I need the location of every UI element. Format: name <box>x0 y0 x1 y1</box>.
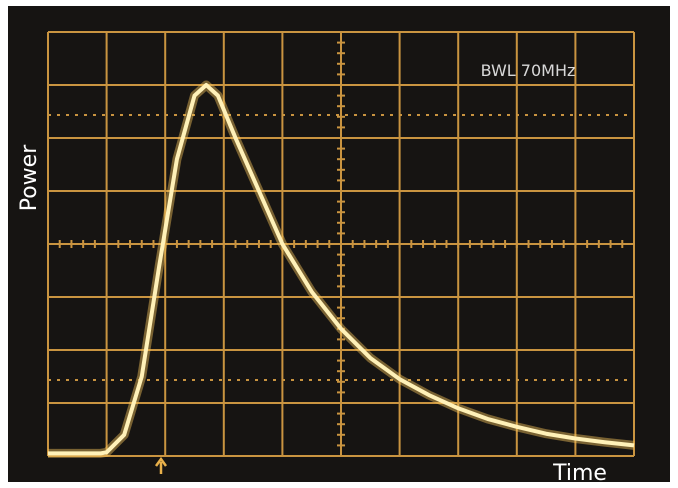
annotation: BWL 70MHz <box>481 61 576 80</box>
x-axis-label: Time <box>552 461 607 486</box>
y-axis-label: Power <box>17 144 42 211</box>
scope-screen: BWL 70MHz Time Power <box>0 0 678 488</box>
